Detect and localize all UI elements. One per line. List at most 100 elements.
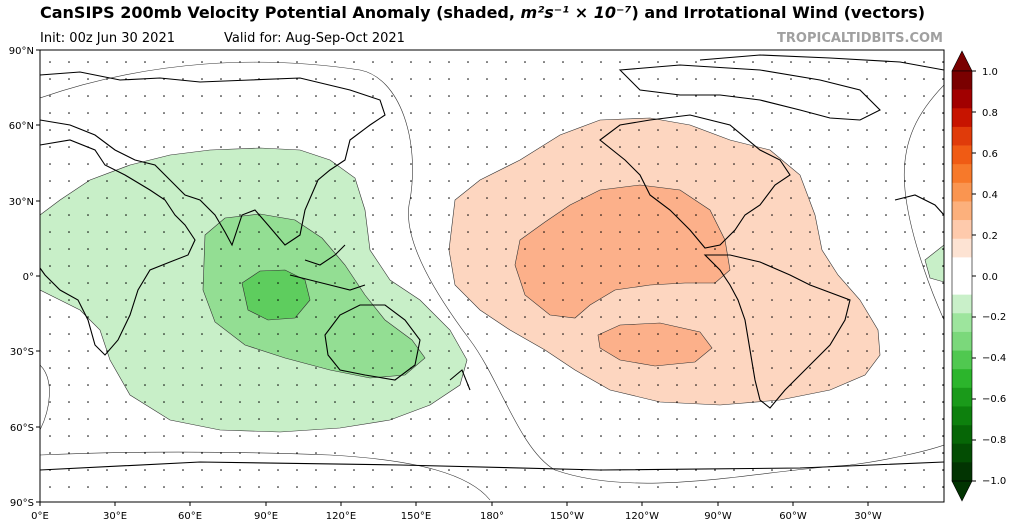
wind-vector bbox=[809, 248, 811, 250]
wind-vector bbox=[562, 452, 564, 454]
wind-vector bbox=[695, 214, 697, 216]
wind-vector bbox=[733, 95, 735, 97]
wind-vector bbox=[714, 180, 716, 182]
wind-vector bbox=[866, 401, 868, 403]
wind-vector bbox=[619, 248, 621, 250]
wind-vector bbox=[790, 350, 792, 352]
wind-vector bbox=[239, 299, 241, 301]
wind-vector bbox=[144, 350, 146, 352]
wind-vector bbox=[695, 418, 697, 420]
wind-vector bbox=[543, 61, 545, 63]
colorbar-segment bbox=[952, 350, 972, 370]
wind-vector bbox=[847, 197, 849, 199]
wind-vector bbox=[201, 78, 203, 80]
wind-vector bbox=[733, 299, 735, 301]
wind-vector bbox=[486, 486, 488, 488]
wind-vector bbox=[600, 316, 602, 318]
wind-vector bbox=[733, 282, 735, 284]
wind-vector bbox=[619, 435, 621, 437]
wind-vector bbox=[334, 231, 336, 233]
wind-vector bbox=[258, 197, 260, 199]
wind-vector bbox=[486, 112, 488, 114]
wind-vector bbox=[49, 299, 51, 301]
wind-vector bbox=[201, 163, 203, 165]
wind-vector bbox=[220, 163, 222, 165]
wind-vector bbox=[923, 486, 925, 488]
wind-vector bbox=[543, 197, 545, 199]
wind-vector bbox=[315, 333, 317, 335]
wind-vector bbox=[201, 282, 203, 284]
wind-vector bbox=[809, 469, 811, 471]
wind-vector bbox=[182, 146, 184, 148]
wind-vector bbox=[657, 146, 659, 148]
wind-vector bbox=[182, 163, 184, 165]
wind-vector bbox=[809, 282, 811, 284]
wind-vector bbox=[182, 265, 184, 267]
wind-vector bbox=[714, 248, 716, 250]
wind-vector bbox=[638, 333, 640, 335]
wind-vector bbox=[790, 112, 792, 114]
irrotational-wind-vectors bbox=[49, 61, 944, 488]
wind-vector bbox=[904, 129, 906, 131]
wind-vector bbox=[334, 367, 336, 369]
wind-vector bbox=[524, 367, 526, 369]
wind-vector bbox=[676, 180, 678, 182]
wind-vector bbox=[885, 61, 887, 63]
wind-vector bbox=[87, 384, 89, 386]
wind-vector bbox=[87, 367, 89, 369]
wind-vector bbox=[866, 333, 868, 335]
wind-vector bbox=[866, 231, 868, 233]
wind-vector bbox=[866, 61, 868, 63]
wind-vector bbox=[410, 180, 412, 182]
wind-vector bbox=[239, 469, 241, 471]
colorbar-segment bbox=[952, 164, 972, 184]
wind-vector bbox=[125, 418, 127, 420]
wind-vector bbox=[923, 197, 925, 199]
wind-vector bbox=[866, 367, 868, 369]
wind-vector bbox=[809, 61, 811, 63]
wind-vector bbox=[125, 180, 127, 182]
wind-vector bbox=[505, 401, 507, 403]
wind-vector bbox=[201, 61, 203, 63]
wind-vector bbox=[904, 163, 906, 165]
wind-vector bbox=[201, 384, 203, 386]
wind-vector bbox=[372, 112, 374, 114]
wind-vector bbox=[771, 265, 773, 267]
wind-vector bbox=[296, 214, 298, 216]
wind-vector bbox=[828, 469, 830, 471]
wind-vector bbox=[771, 384, 773, 386]
wind-vector bbox=[923, 401, 925, 403]
lat-tick-label: 90°S bbox=[10, 498, 34, 509]
wind-vector bbox=[695, 316, 697, 318]
colorbar-segment bbox=[952, 201, 972, 221]
wind-vector bbox=[277, 486, 279, 488]
wind-vector bbox=[657, 163, 659, 165]
wind-vector bbox=[809, 163, 811, 165]
wind-vector bbox=[334, 95, 336, 97]
wind-vector bbox=[372, 78, 374, 80]
wind-vector bbox=[87, 452, 89, 454]
wind-vector bbox=[714, 197, 716, 199]
wind-vector bbox=[847, 418, 849, 420]
wind-vector bbox=[847, 61, 849, 63]
wind-vector bbox=[581, 384, 583, 386]
wind-vector bbox=[600, 231, 602, 233]
wind-vector bbox=[467, 112, 469, 114]
wind-vector bbox=[239, 146, 241, 148]
wind-vector bbox=[391, 282, 393, 284]
wind-vector bbox=[505, 469, 507, 471]
wind-vector bbox=[429, 61, 431, 63]
wind-vector bbox=[106, 231, 108, 233]
wind-vector bbox=[524, 333, 526, 335]
wind-vector bbox=[828, 78, 830, 80]
wind-vector bbox=[144, 333, 146, 335]
colorbar-segment bbox=[952, 238, 972, 258]
wind-vector bbox=[353, 350, 355, 352]
wind-vector bbox=[220, 265, 222, 267]
wind-vector bbox=[638, 61, 640, 63]
wind-vector bbox=[581, 316, 583, 318]
lon-tick-label: 90°E bbox=[254, 511, 278, 522]
wind-vector bbox=[410, 333, 412, 335]
wind-vector bbox=[543, 95, 545, 97]
wind-vector bbox=[695, 180, 697, 182]
